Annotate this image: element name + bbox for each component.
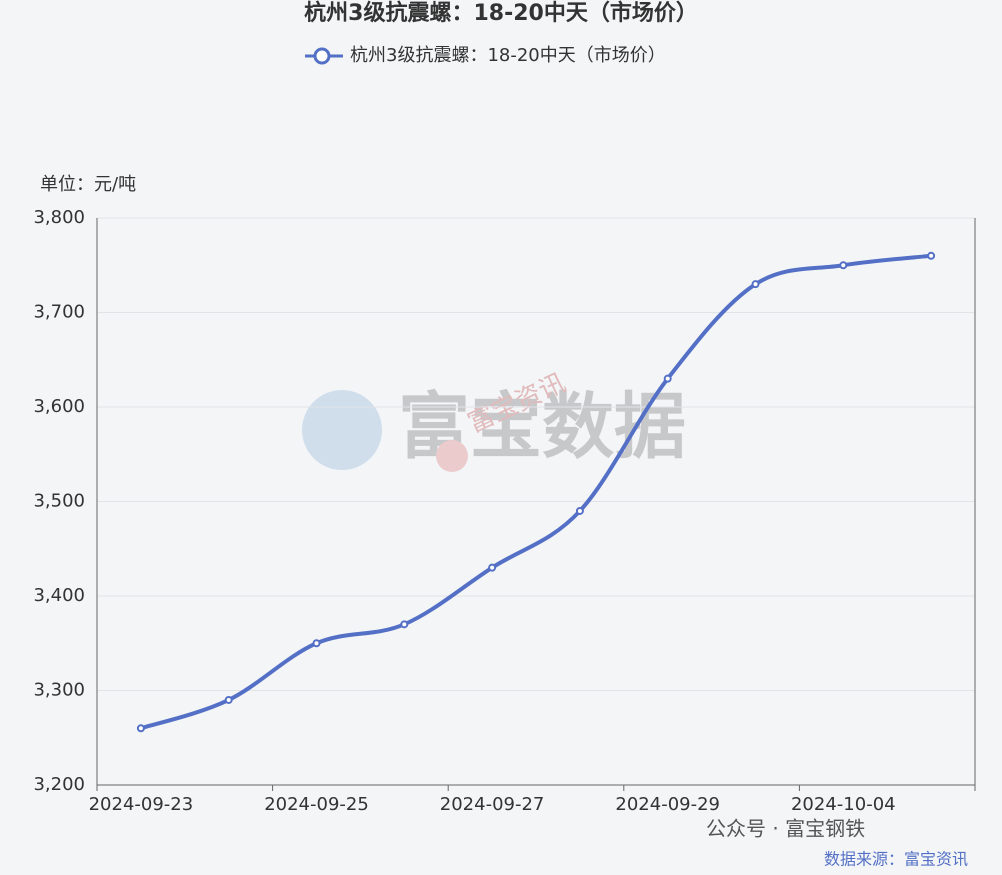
watermark: 富宝数据 富宝资讯	[302, 368, 686, 472]
x-tick-label: 2024-09-27	[440, 794, 545, 815]
y-tick-label: 3,600	[33, 396, 85, 417]
data-point	[839, 261, 848, 270]
data-point	[663, 374, 672, 383]
chart-title: 杭州3级抗震螺：18-20中天（市场价）	[304, 0, 698, 26]
legend-label: 杭州3级抗震螺：18-20中天（市场价）	[350, 45, 666, 66]
y-axis-label: 单位：元/吨	[40, 174, 136, 195]
data-point	[224, 695, 233, 704]
y-tick-label: 3,500	[33, 491, 85, 512]
x-tick-label: 2024-09-23	[89, 794, 194, 815]
footer-source: 数据来源：富宝资讯	[824, 850, 968, 869]
y-tick-label: 3,300	[33, 680, 85, 701]
data-point	[312, 639, 321, 648]
legend-marker	[313, 47, 331, 65]
y-tick-label: 3,700	[33, 302, 85, 323]
x-tick-label: 2024-09-29	[615, 794, 720, 815]
data-point	[751, 280, 760, 289]
data-point	[488, 563, 497, 572]
data-point	[927, 251, 936, 260]
series-line	[140, 253, 932, 731]
watermark-logo	[302, 390, 382, 470]
footer-account: 公众号 · 富宝钢铁	[706, 817, 865, 841]
y-tick-label: 3,200	[33, 774, 85, 795]
x-tick-label: 2024-10-04	[791, 794, 896, 815]
y-tick-label: 3,800	[33, 207, 85, 228]
data-point	[400, 620, 409, 629]
data-point	[136, 724, 145, 733]
data-point	[575, 506, 584, 515]
watermark-logo-small	[436, 440, 468, 472]
y-tick-label: 3,400	[33, 585, 85, 606]
x-tick-label: 2024-09-25	[264, 794, 369, 815]
